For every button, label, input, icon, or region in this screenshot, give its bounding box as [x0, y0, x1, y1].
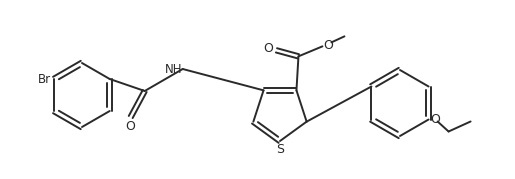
Text: NH: NH: [165, 63, 182, 76]
Text: Br: Br: [38, 72, 52, 86]
Text: O: O: [264, 42, 273, 55]
Text: O: O: [125, 120, 134, 133]
Text: O: O: [431, 113, 440, 126]
Text: S: S: [276, 143, 284, 156]
Text: O: O: [323, 39, 333, 52]
